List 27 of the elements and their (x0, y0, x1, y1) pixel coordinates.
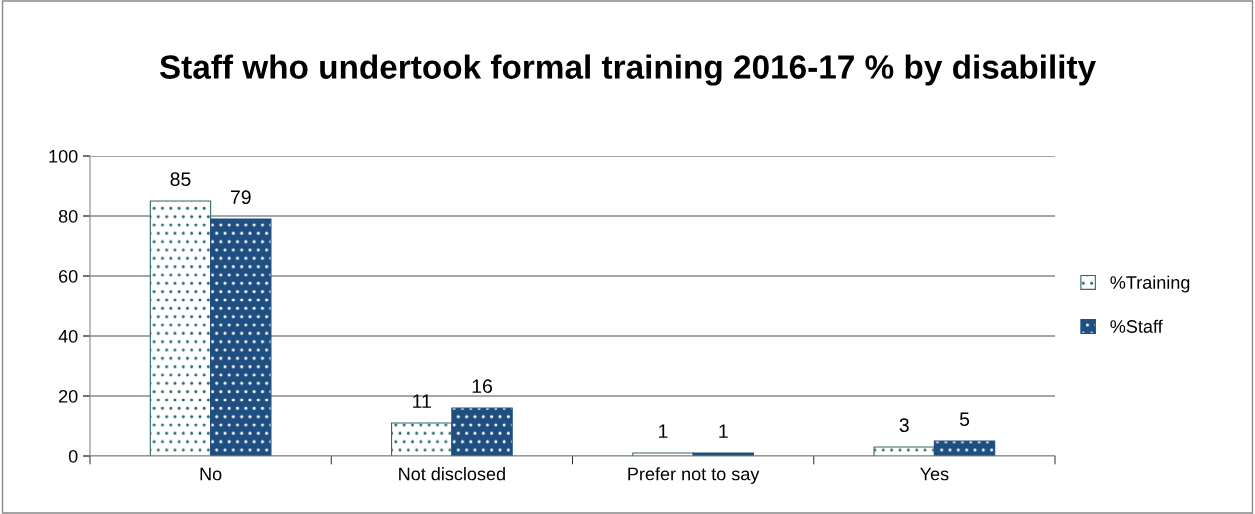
data-label: 5 (959, 412, 970, 427)
data-label: 3 (899, 418, 909, 433)
legend-label: %Staff (1110, 319, 1163, 333)
x-tick-label: Not disclosed (399, 467, 505, 481)
data-label: 1 (659, 424, 668, 438)
y-tick-label: 0 (68, 449, 78, 463)
data-label: 11 (413, 394, 431, 408)
data-label: 16 (472, 379, 492, 394)
bar (873, 446, 935, 456)
bar (149, 200, 212, 456)
data-label: 79 (230, 190, 251, 205)
bar (451, 407, 513, 456)
bar (933, 440, 996, 456)
data-label: 85 (170, 172, 191, 187)
chart-title: Staff who undertook formal training 2016-17 % by disability (159, 54, 1096, 86)
x-tick-label: No (200, 467, 222, 481)
y-tick-label: 60 (59, 269, 78, 283)
y-tick-label: 100 (49, 149, 78, 163)
y-tick-label: 80 (58, 209, 78, 223)
x-tick-label: Prefer not to say (628, 467, 760, 484)
data-label: 1 (719, 424, 728, 438)
bar (391, 422, 453, 456)
legend-label: %Training (1110, 275, 1190, 293)
bar (210, 218, 272, 456)
y-tick-label: 40 (58, 329, 78, 343)
y-tick-label: 20 (59, 389, 78, 403)
x-tick-label: Yes (920, 467, 949, 481)
